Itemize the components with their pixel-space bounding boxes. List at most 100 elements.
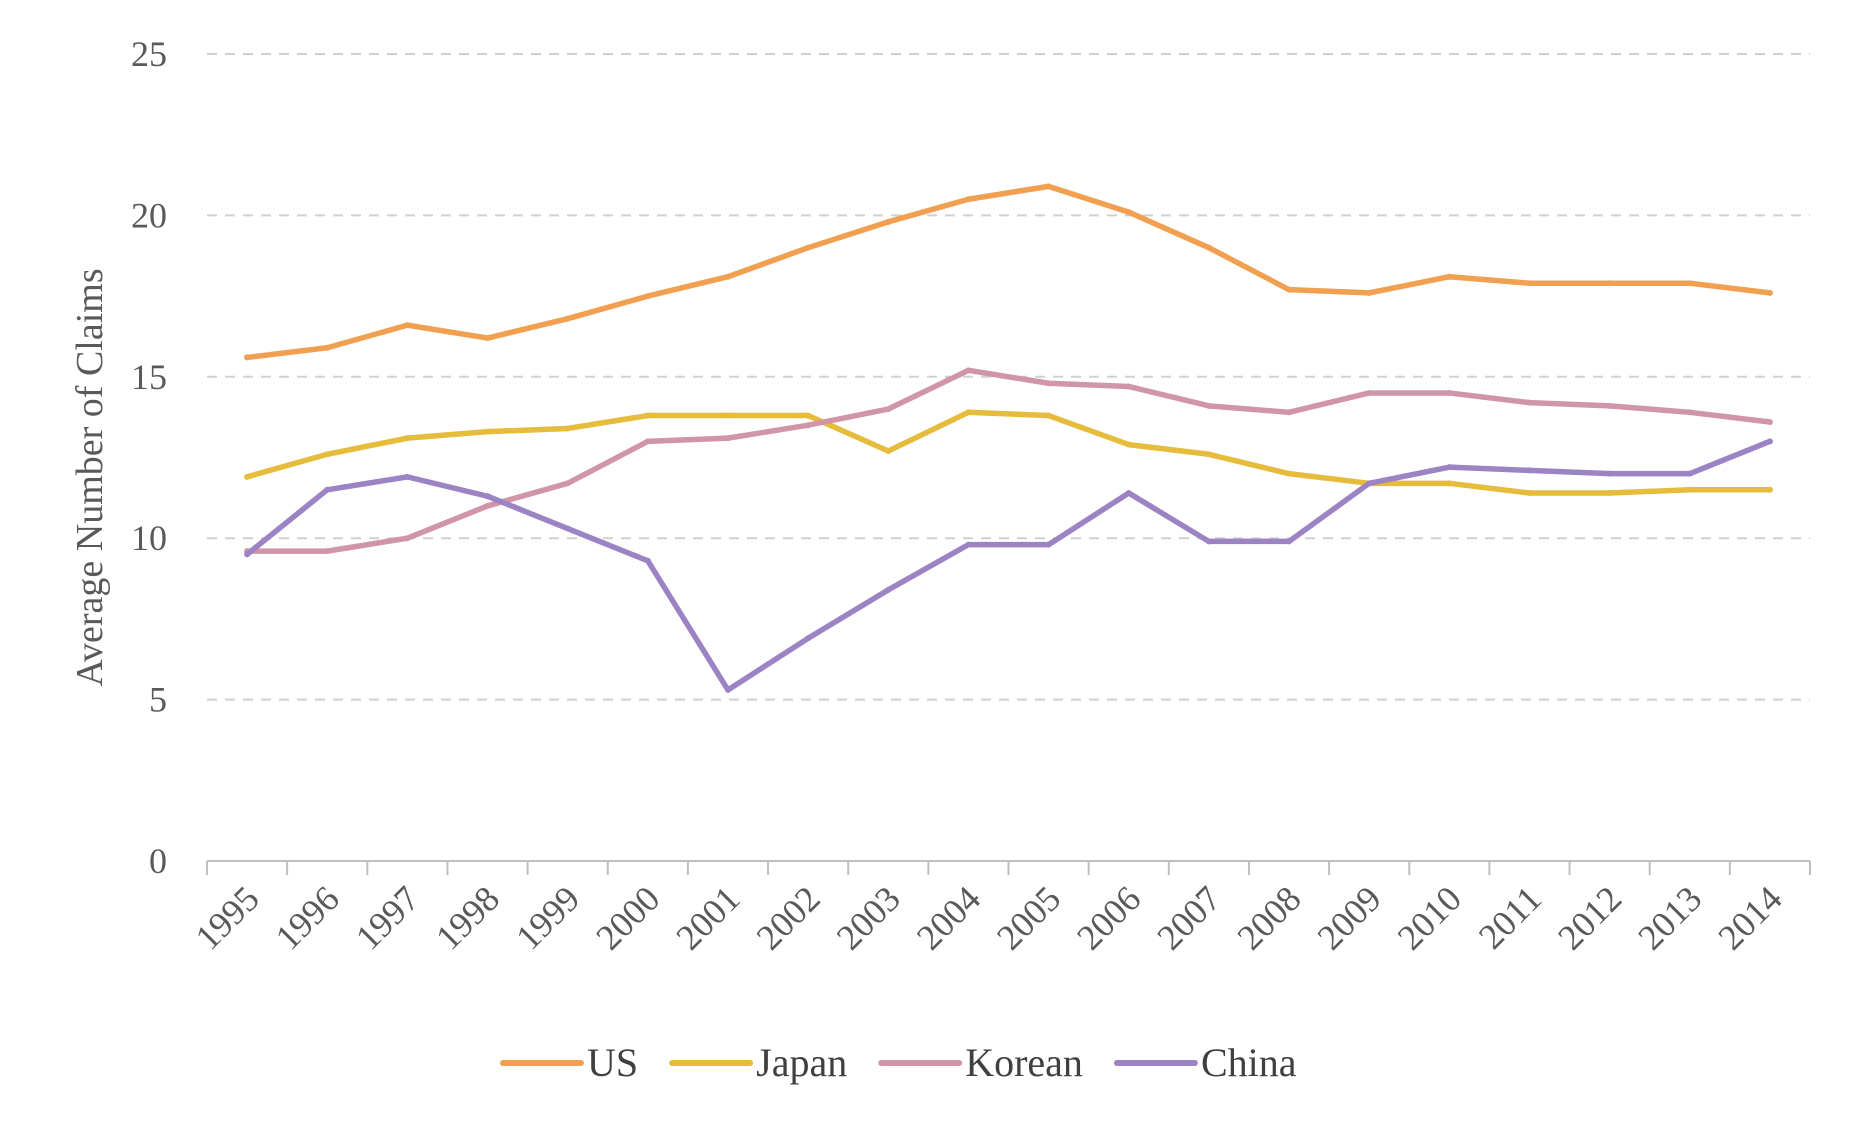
data-point-korean <box>1286 409 1292 415</box>
x-tick-label: 2004 <box>909 878 988 957</box>
data-point-japan <box>885 448 891 454</box>
data-point-us <box>1206 245 1212 251</box>
x-tick-label: 2010 <box>1390 878 1469 957</box>
legend-label-china: China <box>1201 1040 1297 1085</box>
x-tick-label: 1997 <box>348 878 427 957</box>
data-point-us <box>1687 280 1693 286</box>
data-point-china <box>725 687 731 693</box>
data-point-korean <box>1046 380 1052 386</box>
data-point-japan <box>1286 471 1292 477</box>
data-point-japan <box>965 409 971 415</box>
data-point-japan <box>1687 487 1693 493</box>
x-tick-label: 2014 <box>1710 878 1789 957</box>
data-point-korean <box>645 438 651 444</box>
data-point-us <box>645 293 651 299</box>
y-tick-label: 20 <box>131 195 167 235</box>
data-point-japan <box>1206 451 1212 457</box>
data-point-us <box>1767 290 1773 296</box>
y-tick-label: 15 <box>131 357 167 397</box>
data-point-korean <box>1126 383 1132 389</box>
data-point-japan <box>1526 490 1532 496</box>
data-point-korean <box>805 422 811 428</box>
data-point-us <box>404 322 410 328</box>
data-point-china <box>1526 467 1532 473</box>
data-point-japan <box>404 435 410 441</box>
x-tick-label: 2005 <box>989 878 1068 957</box>
data-point-china <box>1046 542 1052 548</box>
data-point-us <box>725 274 731 280</box>
data-point-japan <box>1126 442 1132 448</box>
data-point-korean <box>1687 409 1693 415</box>
data-point-china <box>1286 538 1292 544</box>
x-tick-label: 2000 <box>588 878 667 957</box>
data-point-japan <box>645 413 651 419</box>
legend-label-us: US <box>587 1040 638 1085</box>
data-point-japan <box>805 413 811 419</box>
data-point-china <box>324 487 330 493</box>
x-tick-label: 2009 <box>1310 878 1389 957</box>
y-tick-label: 10 <box>131 518 167 558</box>
x-tick-label: 1996 <box>268 878 347 957</box>
x-tick-label: 2013 <box>1630 878 1709 957</box>
data-point-korean <box>1767 419 1773 425</box>
y-tick-label: 25 <box>131 34 167 74</box>
legend: US Japan Korean China <box>503 1040 1297 1085</box>
y-tick-label: 0 <box>149 841 167 881</box>
x-tick-label: 2002 <box>749 878 828 957</box>
data-point-korean <box>1366 390 1372 396</box>
x-tick-label: 1995 <box>188 878 267 957</box>
data-point-korean <box>1446 390 1452 396</box>
data-point-japan <box>565 425 571 431</box>
data-point-china <box>485 493 491 499</box>
data-point-japan <box>1446 480 1452 486</box>
data-point-us <box>485 335 491 341</box>
data-point-china <box>244 551 250 557</box>
data-point-china <box>404 474 410 480</box>
x-tick-label: 1998 <box>428 878 507 957</box>
data-point-china <box>805 635 811 641</box>
data-point-us <box>244 354 250 360</box>
series-line-korean <box>247 370 1770 551</box>
legend-label-korean: Korean <box>965 1040 1083 1085</box>
data-point-china <box>645 558 651 564</box>
y-axis-title: Average Number of Claims <box>69 268 111 686</box>
x-tick-label: 2012 <box>1550 878 1629 957</box>
x-tick-label: 2003 <box>829 878 908 957</box>
data-point-china <box>965 542 971 548</box>
data-point-us <box>805 245 811 251</box>
data-point-japan <box>1767 487 1773 493</box>
data-point-japan <box>485 429 491 435</box>
x-tick-label: 2008 <box>1229 878 1308 957</box>
series-line-china <box>247 441 1770 690</box>
data-point-china <box>1206 538 1212 544</box>
data-point-china <box>565 526 571 532</box>
data-point-us <box>1046 183 1052 189</box>
data-point-china <box>1607 471 1613 477</box>
axes: 0510152025199519961997199819992000200120… <box>69 34 1810 958</box>
data-point-us <box>324 345 330 351</box>
legend-label-japan: Japan <box>756 1040 847 1085</box>
data-point-china <box>885 587 891 593</box>
data-point-us <box>1526 280 1532 286</box>
data-point-korean <box>1526 400 1532 406</box>
data-point-japan <box>725 413 731 419</box>
x-tick-label: 2006 <box>1069 878 1148 957</box>
data-point-us <box>1366 290 1372 296</box>
data-point-korean <box>1206 403 1212 409</box>
data-point-us <box>1286 287 1292 293</box>
data-point-china <box>1767 438 1773 444</box>
data-point-japan <box>1607 490 1613 496</box>
series-lines <box>244 183 1773 693</box>
data-point-us <box>1126 209 1132 215</box>
data-point-korean <box>485 503 491 509</box>
data-point-korean <box>565 480 571 486</box>
x-tick-label: 2007 <box>1149 878 1228 957</box>
x-tick-label: 2001 <box>668 878 747 957</box>
series-line-japan <box>247 412 1770 493</box>
data-point-us <box>565 316 571 322</box>
series-line-us <box>247 186 1770 357</box>
data-point-china <box>1126 490 1132 496</box>
data-point-japan <box>324 451 330 457</box>
